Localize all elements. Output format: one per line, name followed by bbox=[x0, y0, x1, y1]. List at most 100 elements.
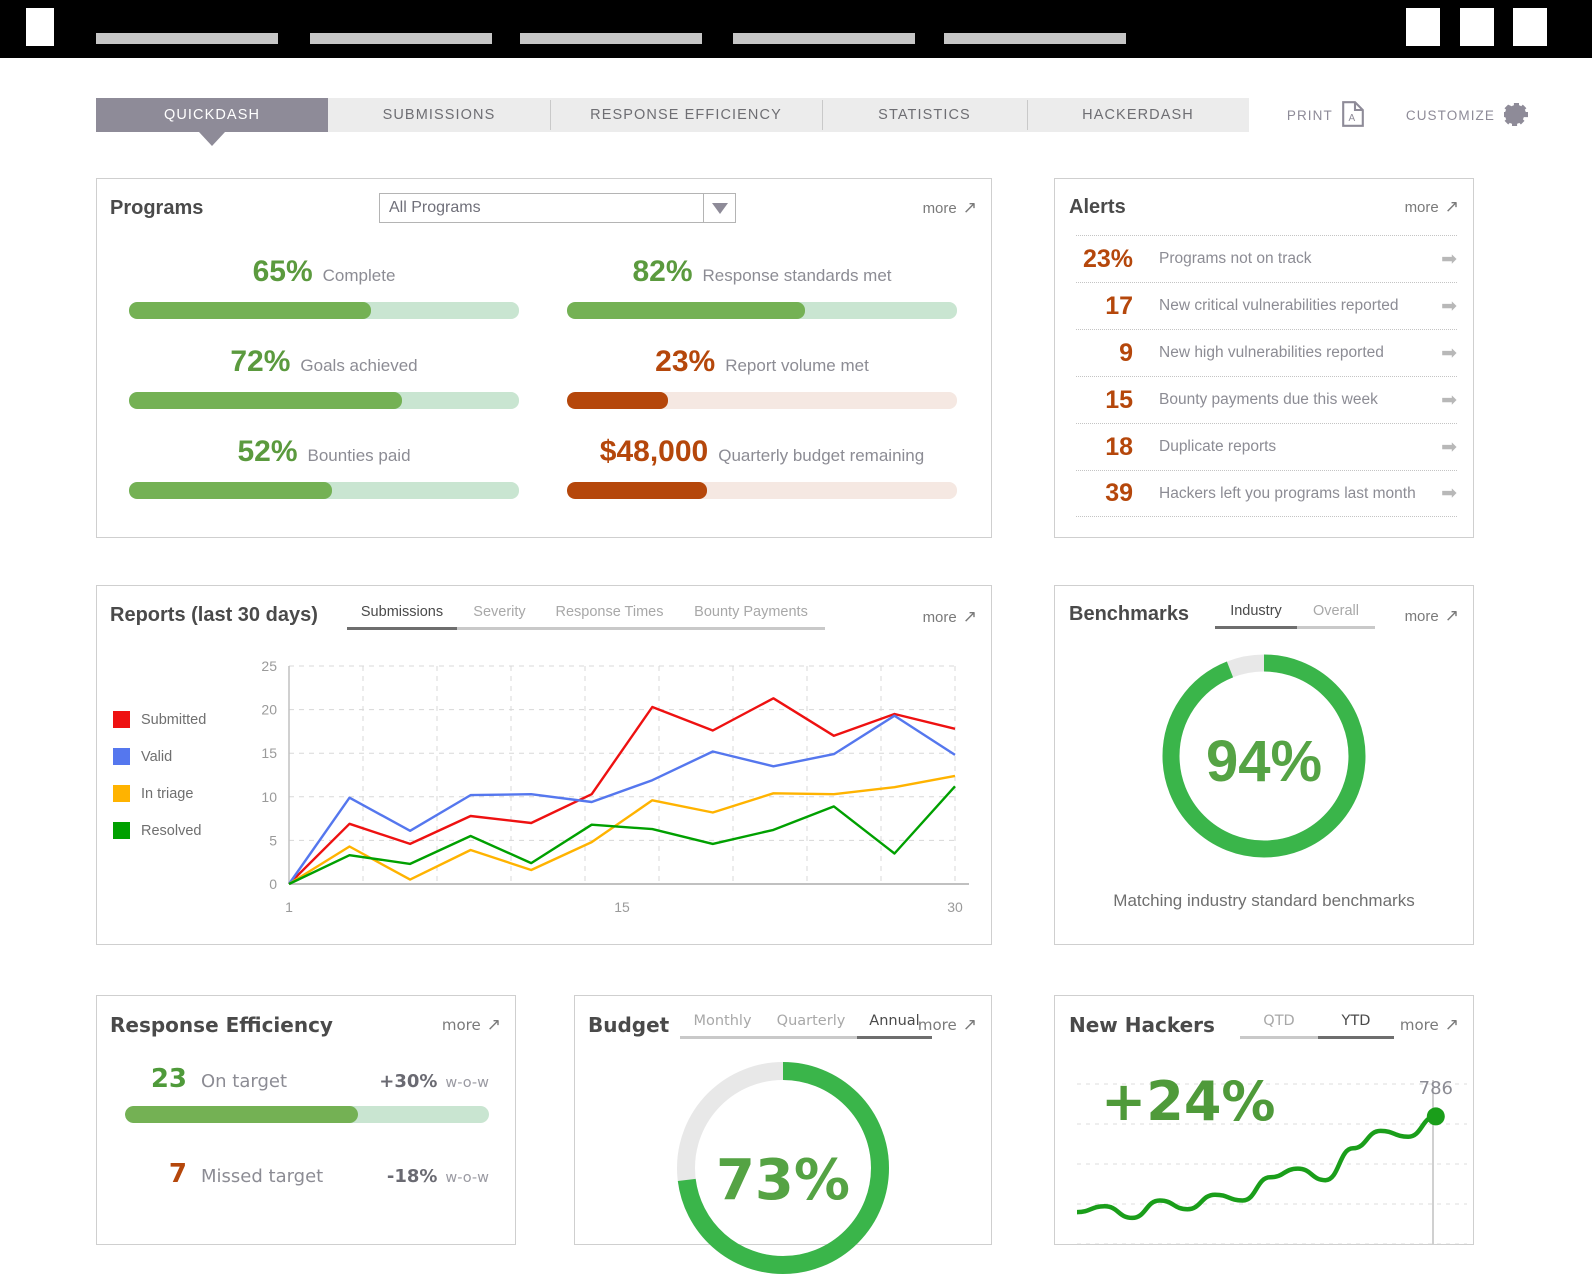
subtab-submissions[interactable]: Submissions bbox=[347, 604, 457, 630]
alerts-more-link[interactable]: more ↗ bbox=[1405, 198, 1459, 216]
subtab-quarterly[interactable]: Quarterly bbox=[765, 1013, 857, 1039]
new-hackers-more-link[interactable]: more ↗ bbox=[1400, 1016, 1459, 1034]
arrow-up-right-icon: ↗ bbox=[486, 1015, 501, 1035]
budget-more-link[interactable]: more ↗ bbox=[918, 1016, 977, 1034]
metric-label: On target bbox=[201, 1071, 288, 1092]
tab-submissions[interactable]: SUBMISSIONS bbox=[328, 98, 550, 132]
alert-value: 9 bbox=[1119, 338, 1133, 367]
reports-more-link[interactable]: more ↗ bbox=[923, 608, 977, 626]
browser-tab-placeholder[interactable] bbox=[944, 33, 1126, 44]
list-item[interactable]: 9 New high vulnerabilities reported ➡ bbox=[1076, 329, 1457, 376]
print-label: PRINT bbox=[1286, 108, 1333, 123]
legend-label: Resolved bbox=[141, 822, 202, 839]
more-label: more bbox=[922, 609, 957, 626]
browser-tab-placeholder[interactable] bbox=[310, 33, 492, 44]
alert-value: 17 bbox=[1105, 291, 1133, 320]
legend-swatch bbox=[113, 711, 130, 728]
alerts-title: Alerts bbox=[1069, 196, 1126, 218]
progress-bar bbox=[567, 482, 957, 499]
metric-delta: -18% bbox=[386, 1166, 438, 1187]
list-item[interactable]: 18 Duplicate reports ➡ bbox=[1076, 423, 1457, 470]
subtab-industry[interactable]: Industry bbox=[1215, 603, 1297, 629]
list-item[interactable]: 15 Bounty payments due this week ➡ bbox=[1076, 376, 1457, 423]
subtab-overall[interactable]: Overall bbox=[1297, 603, 1375, 629]
subtab-response-times[interactable]: Response Times bbox=[542, 604, 677, 630]
progress-bar bbox=[129, 482, 519, 499]
browser-tab-placeholder[interactable] bbox=[96, 33, 278, 44]
arrow-right-icon[interactable]: ➡ bbox=[1441, 389, 1457, 411]
subtab-severity[interactable]: Severity bbox=[457, 604, 542, 630]
legend-swatch bbox=[113, 748, 130, 765]
arrow-up-right-icon: ↗ bbox=[962, 1015, 977, 1035]
program-filter-select[interactable]: All Programs bbox=[379, 193, 736, 223]
window-minimize-button[interactable] bbox=[1406, 8, 1440, 46]
subtab-bounty-payments[interactable]: Bounty Payments bbox=[677, 604, 825, 630]
arrow-up-right-icon: ↗ bbox=[962, 607, 977, 626]
customize-button[interactable]: CUSTOMIZE bbox=[1406, 101, 1530, 130]
browser-tab-placeholder[interactable] bbox=[520, 33, 702, 44]
svg-text:5: 5 bbox=[269, 832, 277, 848]
arrow-up-right-icon: ↗ bbox=[1444, 606, 1459, 625]
print-button[interactable]: PRINT A bbox=[1287, 101, 1364, 130]
tab-label: SUBMISSIONS bbox=[382, 107, 496, 123]
budget-value: 73% bbox=[715, 1148, 851, 1213]
gear-icon bbox=[1503, 101, 1530, 130]
benchmarks-more-link[interactable]: more ↗ bbox=[1405, 607, 1459, 625]
list-item[interactable]: 23% Programs not on track ➡ bbox=[1076, 235, 1457, 282]
alert-value: 23% bbox=[1082, 244, 1133, 273]
browser-tab-active[interactable] bbox=[26, 8, 54, 46]
alert-text: Duplicate reports bbox=[1159, 438, 1277, 455]
window-close-button[interactable] bbox=[1513, 8, 1547, 46]
arrow-right-icon[interactable]: ➡ bbox=[1441, 483, 1457, 504]
arrow-right-icon[interactable]: ➡ bbox=[1441, 248, 1457, 270]
metric-label: Quarterly budget remaining bbox=[718, 446, 925, 465]
tab-statistics[interactable]: STATISTICS bbox=[822, 98, 1027, 132]
more-label: more bbox=[1404, 199, 1439, 216]
metric-label: Response standards met bbox=[702, 266, 892, 285]
metric-value: 7 bbox=[168, 1159, 187, 1189]
alert-value: 18 bbox=[1105, 432, 1133, 461]
arrow-right-icon[interactable]: ➡ bbox=[1441, 436, 1457, 458]
metric-label: Goals achieved bbox=[300, 356, 418, 375]
alert-value: 15 bbox=[1105, 385, 1133, 414]
list-item[interactable]: 39 Hackers left you programs last month … bbox=[1076, 470, 1457, 517]
arrow-right-icon[interactable]: ➡ bbox=[1441, 342, 1457, 364]
arrow-up-right-icon: ↗ bbox=[962, 198, 977, 217]
list-item[interactable]: 17 New critical vulnerabilities reported… bbox=[1076, 282, 1457, 329]
budget-panel: Budget Monthly Quarterly Annual more ↗ 7… bbox=[574, 995, 992, 1274]
svg-text:25: 25 bbox=[261, 658, 277, 674]
response-efficiency-more-link[interactable]: more ↗ bbox=[442, 1016, 501, 1034]
benchmarks-donut bbox=[1055, 648, 1473, 863]
metric-value: 82% bbox=[632, 255, 693, 288]
legend-swatch bbox=[113, 822, 130, 839]
header-actions: PRINT A CUSTOMIZE bbox=[1287, 101, 1530, 130]
subtab-monthly[interactable]: Monthly bbox=[680, 1013, 765, 1039]
subtab-qtd[interactable]: QTD bbox=[1240, 1013, 1318, 1039]
budget-title: Budget bbox=[588, 1013, 670, 1037]
response-efficiency-panel: Response Efficiency more ↗ 23 On target … bbox=[96, 995, 516, 1245]
subtab-ytd[interactable]: YTD bbox=[1318, 1013, 1394, 1039]
main-tab-bar: QUICKDASH SUBMISSIONS RESPONSE EFFICIENC… bbox=[96, 98, 1249, 146]
metric-delta: +30% bbox=[379, 1071, 438, 1092]
alert-text: New high vulnerabilities reported bbox=[1159, 344, 1384, 361]
tab-response-efficiency[interactable]: RESPONSE EFFICIENCY bbox=[550, 98, 822, 132]
svg-text:0: 0 bbox=[269, 876, 277, 892]
tab-hackerdash[interactable]: HACKERDASH bbox=[1027, 98, 1249, 132]
arrow-right-icon[interactable]: ➡ bbox=[1441, 295, 1457, 317]
program-filter-value: All Programs bbox=[389, 199, 481, 216]
chevron-down-icon[interactable] bbox=[703, 194, 735, 222]
legend-item-resolved[interactable]: Resolved bbox=[113, 812, 206, 849]
legend-item-submitted[interactable]: Submitted bbox=[113, 701, 206, 738]
legend-item-in-triage[interactable]: In triage bbox=[113, 775, 206, 812]
window-maximize-button[interactable] bbox=[1460, 8, 1494, 46]
legend-item-valid[interactable]: Valid bbox=[113, 738, 206, 775]
tab-quickdash[interactable]: QUICKDASH bbox=[96, 98, 328, 146]
new-hackers-subtabs: QTD YTD bbox=[1240, 1013, 1394, 1039]
metric-label: Report volume met bbox=[725, 356, 869, 375]
alerts-list: 23% Programs not on track ➡ 17 New criti… bbox=[1076, 235, 1457, 517]
browser-tab-placeholder[interactable] bbox=[733, 33, 915, 44]
subtab-annual[interactable]: Annual bbox=[857, 1013, 932, 1039]
metric-value: 65% bbox=[252, 255, 313, 288]
programs-more-link[interactable]: more ↗ bbox=[923, 199, 977, 217]
more-label: more bbox=[917, 1016, 957, 1034]
